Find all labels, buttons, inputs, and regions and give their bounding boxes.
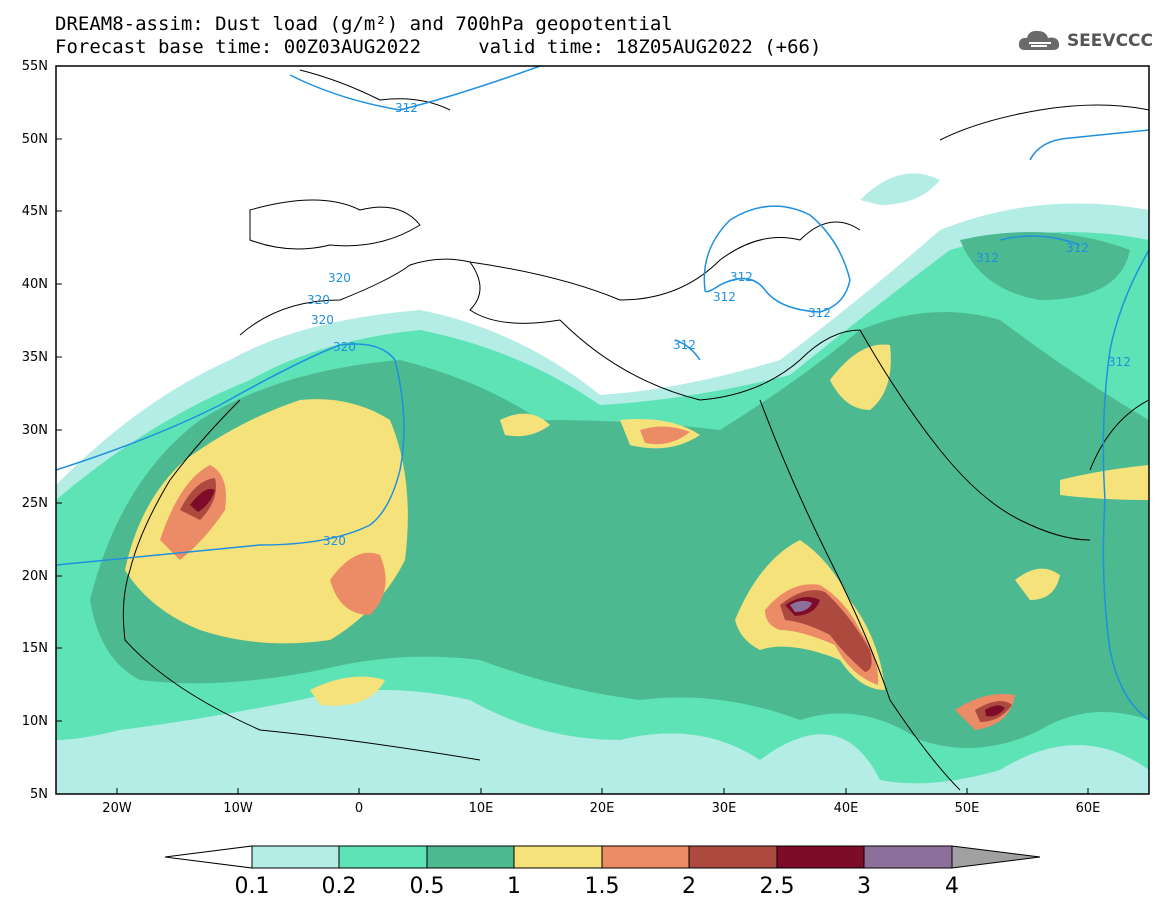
- lon-label: 10W: [223, 801, 253, 816]
- colorbar-swatch: [602, 846, 689, 868]
- colorbar-swatch: [777, 846, 864, 868]
- brand-name: SEEVCCC: [1066, 31, 1153, 51]
- seevccc-logo: SEEVCCC: [1017, 28, 1153, 54]
- geopotential-contours: [56, 66, 1149, 721]
- lat-label: 30N: [22, 423, 48, 438]
- lat-label: 15N: [22, 641, 48, 656]
- colorbar: 0.1 0.2 0.5 1 1.5 2 2.5 3 4: [164, 845, 1041, 899]
- contour-label: 312: [808, 306, 831, 320]
- colorbar-label: 2: [682, 874, 696, 899]
- lon-label: 0: [355, 801, 363, 816]
- lon-label: 60E: [1076, 801, 1101, 816]
- lon-label: 40E: [834, 801, 859, 816]
- colorbar-swatch: [427, 846, 514, 868]
- dust-field: [56, 173, 1149, 794]
- lat-label: 50N: [22, 132, 48, 147]
- lat-label: 40N: [22, 277, 48, 292]
- colorbar-swatch: [252, 846, 339, 868]
- contour-label: 312: [730, 270, 753, 284]
- contour-label: 312: [1066, 241, 1089, 255]
- colorbar-label: 1: [507, 874, 521, 899]
- contour-label: 320: [323, 534, 346, 548]
- contour-label: 320: [307, 293, 330, 307]
- contour-label: 320: [311, 313, 334, 327]
- colorbar-label: 0.1: [235, 874, 270, 899]
- colorbar-high-arrow: [952, 846, 1040, 868]
- lon-label: 20W: [102, 801, 132, 816]
- contour-label: 312: [976, 251, 999, 265]
- lon-label: 10E: [469, 801, 494, 816]
- colorbar-low-arrow: [164, 845, 253, 869]
- lon-label: 20E: [590, 801, 615, 816]
- colorbar-label: 0.2: [322, 874, 357, 899]
- contour-label: 312: [713, 290, 736, 304]
- colorbar-swatch: [689, 846, 777, 868]
- title-line-2: Forecast base time: 00Z03AUG2022 valid t…: [55, 36, 822, 58]
- lat-axis: 55N 50N 45N 40N 35N 30N 25N 20N 15N 10N …: [22, 59, 62, 802]
- colorbar-swatch: [339, 846, 427, 868]
- colorbar-label: 4: [945, 874, 959, 899]
- contour-label: 312: [673, 338, 696, 352]
- colorbar-label: 1.5: [585, 874, 620, 899]
- lat-label: 45N: [22, 204, 48, 219]
- lat-label: 10N: [22, 714, 48, 729]
- contour-labels: 312 320 320 320 320 320 312 312 312 312 …: [307, 101, 1131, 548]
- lon-axis: 20W 10W 0 10E 20E 30E 40E 50E 60E: [102, 788, 1100, 816]
- lat-label: 35N: [22, 350, 48, 365]
- contour-label: 312: [395, 101, 418, 115]
- contour-label: 312: [1108, 355, 1131, 369]
- lon-label: 50E: [955, 801, 980, 816]
- colorbar-label: 2.5: [760, 874, 795, 899]
- title-line-1: DREAM8-assim: Dust load (g/m²) and 700hP…: [55, 13, 673, 35]
- lat-label: 20N: [22, 569, 48, 584]
- colorbar-swatch: [864, 846, 952, 868]
- colorbar-label: 3: [857, 874, 871, 899]
- lat-label: 25N: [22, 496, 48, 511]
- lat-label: 5N: [30, 787, 48, 802]
- colorbar-swatch: [514, 846, 602, 868]
- plot-area: 312 320 320 320 320 320 312 312 312 312 …: [56, 66, 1149, 794]
- lon-label: 30E: [712, 801, 737, 816]
- contour-label: 320: [333, 340, 356, 354]
- contour-label: 320: [328, 271, 351, 285]
- lat-label: 55N: [22, 59, 48, 74]
- cloud-icon: [1018, 30, 1060, 50]
- colorbar-label: 0.5: [410, 874, 445, 899]
